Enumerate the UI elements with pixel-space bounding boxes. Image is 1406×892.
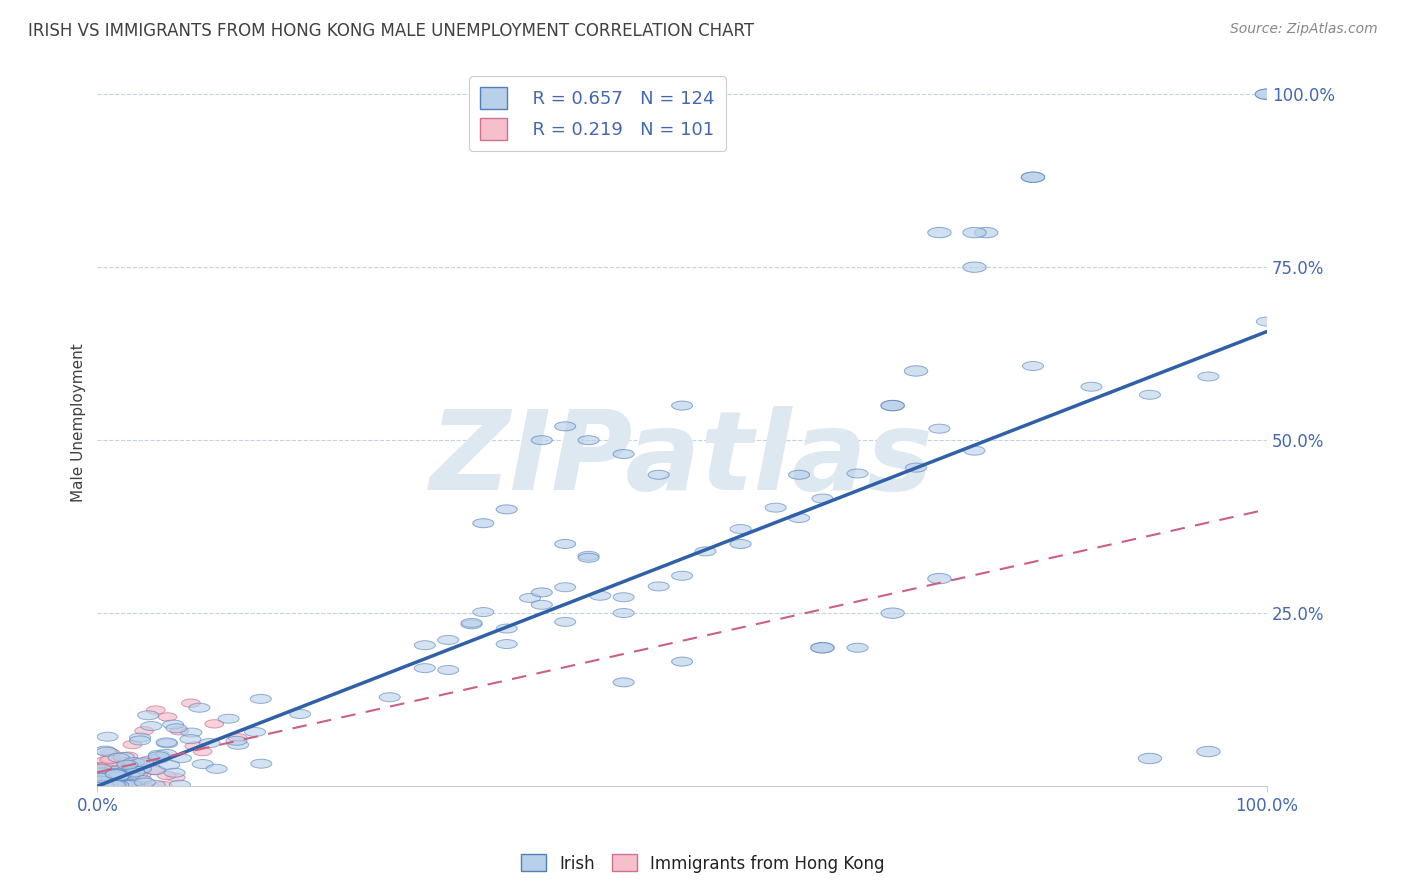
- Text: Source: ZipAtlas.com: Source: ZipAtlas.com: [1230, 22, 1378, 37]
- Legend:   R = 0.657   N = 124,   R = 0.219   N = 101: R = 0.657 N = 124, R = 0.219 N = 101: [470, 76, 725, 151]
- Text: IRISH VS IMMIGRANTS FROM HONG KONG MALE UNEMPLOYMENT CORRELATION CHART: IRISH VS IMMIGRANTS FROM HONG KONG MALE …: [28, 22, 754, 40]
- Legend: Irish, Immigrants from Hong Kong: Irish, Immigrants from Hong Kong: [515, 847, 891, 880]
- Y-axis label: Male Unemployment: Male Unemployment: [72, 343, 86, 502]
- Text: ZIPatlas: ZIPatlas: [430, 406, 934, 513]
